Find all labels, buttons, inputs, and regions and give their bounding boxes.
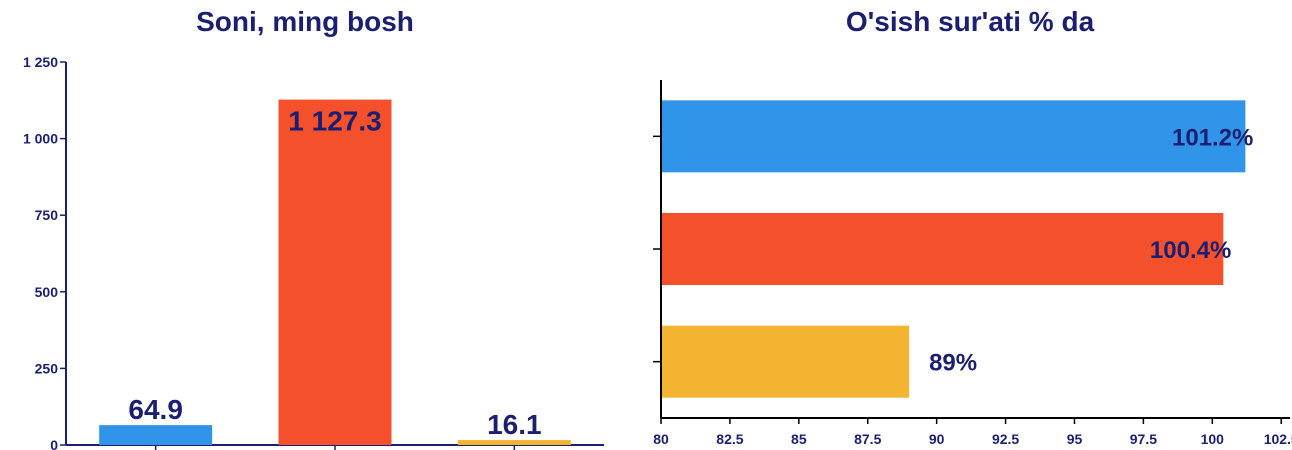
y-tick-label: 250 <box>35 360 59 376</box>
y-tick-label: 1 000 <box>23 131 58 147</box>
bar <box>457 440 571 445</box>
bar <box>662 325 910 398</box>
left-chart-title: Soni, ming bosh <box>196 6 414 37</box>
data-label: 16.1 <box>487 409 542 440</box>
x-tick-label: 82.5 <box>716 431 743 447</box>
bar <box>99 425 213 445</box>
data-label: 1 127.3 <box>288 106 381 137</box>
data-label: 101.2% <box>1172 124 1253 151</box>
x-tick-label: 95 <box>1067 431 1083 447</box>
x-tick-label: 100 <box>1201 431 1225 447</box>
bar <box>278 99 392 446</box>
data-label: 89% <box>929 350 977 377</box>
bar <box>662 213 1224 285</box>
bar <box>662 100 1246 173</box>
x-tick-label: 102.5 <box>1264 431 1292 447</box>
y-tick-label: 750 <box>35 207 59 223</box>
y-tick-label: 1 250 <box>23 54 58 70</box>
x-tick-label: 85 <box>791 431 807 447</box>
right-chart-title: O'sish sur'ati % da <box>845 6 1095 37</box>
x-tick-label: 87.5 <box>854 431 881 447</box>
y-tick-label: 0 <box>50 437 58 450</box>
x-tick-label: 97.5 <box>1130 431 1157 447</box>
y-tick-label: 500 <box>35 284 59 300</box>
x-tick-label: 92.5 <box>992 431 1019 447</box>
data-label: 100.4% <box>1150 237 1231 264</box>
x-tick-label: 90 <box>929 431 945 447</box>
data-label: 64.9 <box>128 394 183 425</box>
x-tick-label: 80 <box>653 431 669 447</box>
